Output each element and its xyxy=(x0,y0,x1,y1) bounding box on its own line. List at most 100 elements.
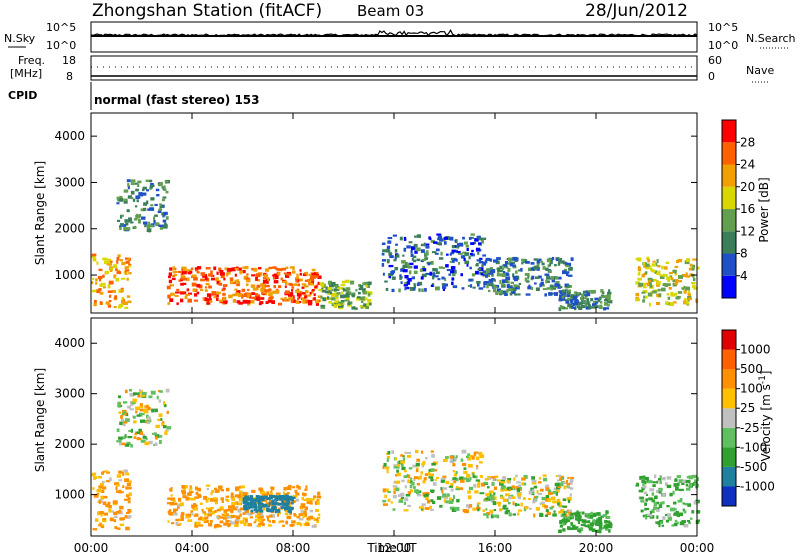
vel-yaxis-label-2: 3000 xyxy=(54,387,85,401)
vel-colorbar-swatch-8 xyxy=(722,330,736,350)
vel-xaxis-label-4: 16:00 xyxy=(478,541,513,554)
vel-cells-region-5 xyxy=(482,474,574,519)
power-cells-region-7 xyxy=(635,256,700,307)
power-colorbar-tick-4: 12 xyxy=(740,224,755,238)
power-colorbar-swatch-6 xyxy=(722,142,736,165)
freq-frame xyxy=(90,55,698,81)
velocity-colorbar-label: Velocity [m s-1] xyxy=(758,371,773,462)
x-axis-label: Time UT xyxy=(366,541,417,554)
nave-tick-low: 0 xyxy=(708,70,715,83)
vel-colorbar-swatch-7 xyxy=(722,349,736,370)
power-colorbar-swatch-3 xyxy=(722,209,736,232)
power-colorbar: 28 24 20 16 12 8 4 xyxy=(721,119,755,299)
freq-label: Freq. xyxy=(18,54,45,67)
power-x-ticks xyxy=(90,113,698,313)
date-label: 28/Jun/2012 xyxy=(585,1,688,21)
nsearch-tick-high: 10^5 xyxy=(708,21,738,34)
velocity-panel: 1000 2000 3000 4000 00:00 04:00 08:00 12:00 16:… xyxy=(33,317,775,554)
vel-xaxis-label-0: 00:00 xyxy=(74,541,109,554)
power-colorbar-swatch-5 xyxy=(722,164,736,187)
vel-cells-region-3 xyxy=(242,494,296,514)
freq-unit: [MHz] xyxy=(10,67,42,80)
vel-cells-region-2 xyxy=(166,484,322,529)
velocity-heatmap xyxy=(91,388,701,534)
freq-panel: Freq. [MHz] 18 8 60 0 Nave xyxy=(10,54,774,83)
vel-cells-region-7 xyxy=(635,474,701,528)
vel-colorbar-tick-4: -25 xyxy=(740,421,760,435)
power-heatmap xyxy=(91,179,700,312)
vel-xaxis-label-3: 12:00 xyxy=(377,541,412,554)
nave-tick-high: 60 xyxy=(708,54,722,67)
power-colorbar-tick-2: 20 xyxy=(740,180,755,194)
power-colorbar-tick-1: 24 xyxy=(740,158,755,172)
vel-colorbar-tick-3: 25 xyxy=(740,401,755,415)
cpid-label: CPID xyxy=(8,89,37,102)
power-colorbar-swatch-4 xyxy=(722,186,736,210)
vel-yaxis-label-0: 1000 xyxy=(54,488,85,502)
power-cells-region-3 xyxy=(318,279,373,310)
velocity-y-axis: 1000 2000 3000 4000 xyxy=(54,336,697,502)
power-yaxis-label-3: 4000 xyxy=(54,129,85,143)
power-colorbar-swatch-0 xyxy=(722,275,736,299)
cpid-text: normal (fast stereo) 153 xyxy=(94,93,260,107)
nsky-tick-high: 10^5 xyxy=(46,21,76,34)
power-y-axis-label: Slant Range [km] xyxy=(33,161,47,265)
vel-colorbar-swatch-3 xyxy=(722,427,736,448)
nave-label: Nave xyxy=(746,64,774,77)
vel-colorbar-tick-7: -1000 xyxy=(740,479,775,493)
nsky-trace xyxy=(90,28,698,37)
power-colorbar-tick-0: 28 xyxy=(740,135,755,149)
power-yaxis-label-2: 3000 xyxy=(54,175,85,189)
vel-xaxis-label-1: 04:00 xyxy=(175,541,210,554)
vel-colorbar-swatch-6 xyxy=(722,369,736,389)
power-yaxis-label-1: 2000 xyxy=(54,222,85,236)
vel-cells-region-0 xyxy=(91,469,132,531)
power-colorbar-tick-3: 16 xyxy=(740,202,755,216)
freq-tick-low: 8 xyxy=(66,70,73,83)
station-title: Zhongshan Station (fitACF) xyxy=(92,1,322,21)
power-y-axis: 1000 2000 3000 4000 xyxy=(54,129,697,282)
velocity-y-axis-label: Slant Range [km] xyxy=(33,368,47,472)
vel-yaxis-label-1: 2000 xyxy=(54,437,85,451)
vel-colorbar-tick-5: -100 xyxy=(740,440,767,454)
power-cells-region-2 xyxy=(166,265,322,306)
cpid-row: CPID normal (fast stereo) 153 xyxy=(8,82,260,110)
power-yaxis-label-0: 1000 xyxy=(54,268,85,282)
vel-cells-region-4 xyxy=(382,449,486,514)
vel-xaxis-label-2: 08:00 xyxy=(276,541,311,554)
vel-colorbar-tick-2: 100 xyxy=(740,382,763,396)
velocity-x-axis: 00:00 04:00 08:00 12:00 16:00 20:00 00:00 xyxy=(74,318,715,554)
vel-yaxis-label-3: 4000 xyxy=(54,336,85,350)
power-cells-region-1 xyxy=(116,179,170,233)
vel-colorbar-swatch-1 xyxy=(722,466,736,487)
beam-label: Beam 03 xyxy=(357,2,424,20)
vel-colorbar-tick-6: -500 xyxy=(740,460,767,474)
vel-xaxis-label-5: 20:00 xyxy=(579,541,614,554)
vel-colorbar-tick-0: 1000 xyxy=(740,343,771,357)
vel-colorbar-swatch-5 xyxy=(722,388,736,409)
power-colorbar-tick-5: 8 xyxy=(740,247,748,261)
nsky-tick-low: 10^0 xyxy=(46,39,76,52)
power-colorbar-tick-6: 4 xyxy=(740,269,748,283)
power-colorbar-label: Power [dB] xyxy=(757,177,771,242)
vel-colorbar-tick-1: 500 xyxy=(740,362,763,376)
nsky-panel: N.Sky 10^5 10^0 10^5 10^0 N.Search xyxy=(4,21,796,53)
vel-cells-region-6 xyxy=(558,510,613,534)
power-panel: 1000 2000 3000 4000 Slant Range [km] 28 24 20… xyxy=(33,112,771,314)
power-cells-region-0 xyxy=(91,253,132,309)
vel-colorbar-swatch-4 xyxy=(722,408,736,428)
nsearch-tick-low: 10^0 xyxy=(708,39,738,52)
freq-tick-high: 18 xyxy=(62,54,76,67)
power-cells-region-6 xyxy=(558,289,613,312)
velocity-colorbar: 1000 500 100 25 -25 -100 -500 -1000 xyxy=(721,329,775,507)
nsearch-label: N.Search xyxy=(746,32,796,45)
power-cells-region-4 xyxy=(381,233,487,293)
power-cells-region-5 xyxy=(482,256,574,297)
power-colorbar-swatch-7 xyxy=(722,120,736,143)
power-colorbar-swatch-2 xyxy=(722,231,736,254)
vel-colorbar-swatch-0 xyxy=(722,486,736,506)
nsky-label: N.Sky xyxy=(4,32,36,45)
power-colorbar-swatch-1 xyxy=(722,253,736,276)
vel-xaxis-label-6: 00:00 xyxy=(680,541,715,554)
